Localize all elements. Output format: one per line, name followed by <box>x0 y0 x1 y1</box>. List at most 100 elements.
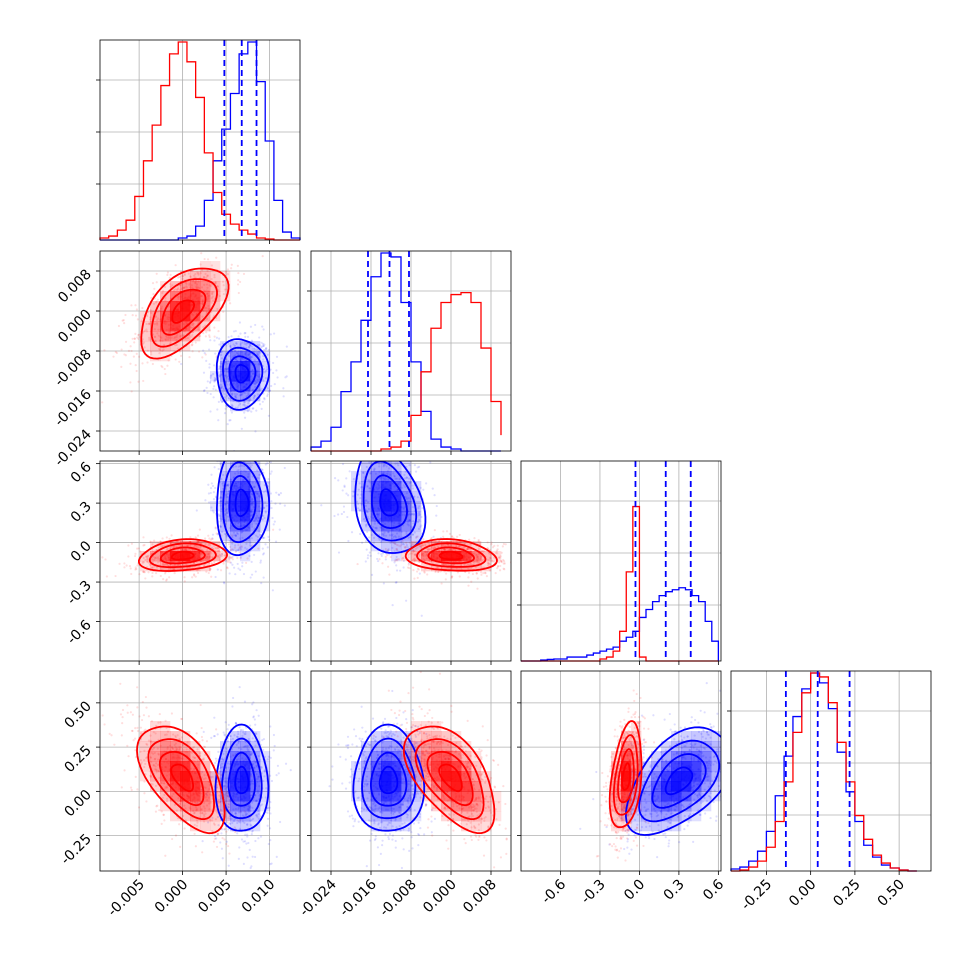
scatter-point <box>154 335 157 339</box>
scatter-point <box>451 535 454 538</box>
scatter-point <box>243 464 246 468</box>
scatter-point <box>225 376 228 379</box>
scatter-point <box>259 758 262 762</box>
scatter-point <box>224 784 227 787</box>
scatter-point <box>469 562 472 566</box>
scatter-point <box>413 495 416 498</box>
scatter-point <box>395 543 399 546</box>
scatter-point <box>203 389 206 392</box>
scatter-point <box>235 342 238 345</box>
scatter-point <box>220 832 223 835</box>
scatter-point <box>269 756 272 759</box>
scatter-point <box>127 555 130 558</box>
scatter-point <box>219 766 222 770</box>
scatter-point <box>166 563 169 566</box>
scatter-point <box>381 562 384 565</box>
scatter-point <box>150 566 154 569</box>
scatter-point <box>412 569 415 572</box>
scatter-point <box>378 558 381 561</box>
scatter-point <box>256 791 260 794</box>
scatter-point <box>416 546 419 549</box>
scatter-point <box>144 558 147 562</box>
scatter-point <box>264 463 267 466</box>
scatter-point <box>403 485 407 489</box>
scatter-point <box>213 364 216 367</box>
scatter-point <box>228 539 231 542</box>
scatter-point <box>394 559 397 562</box>
scatter-point <box>480 549 484 553</box>
scatter-point <box>123 769 126 772</box>
scatter-point <box>115 351 118 355</box>
scatter-point <box>227 490 231 493</box>
scatter-point <box>148 318 152 321</box>
scatter-point <box>269 863 272 866</box>
scatter-point <box>204 543 207 546</box>
scatter-point <box>395 536 398 539</box>
scatter-point <box>342 510 346 514</box>
scatter-point <box>262 553 265 556</box>
scatter-point <box>230 548 234 551</box>
scatter-point <box>144 577 147 580</box>
scatter-point <box>424 544 427 547</box>
scatter-point <box>221 342 224 345</box>
scatter-point <box>410 512 414 516</box>
scatter-point <box>476 577 479 580</box>
scatter-point <box>266 546 269 549</box>
scatter-point <box>448 532 451 536</box>
scatter-point <box>394 558 397 561</box>
scatter-point <box>194 756 197 759</box>
scatter-point <box>211 295 214 298</box>
scatter-point <box>498 556 501 559</box>
scatter-point <box>261 255 264 258</box>
scatter-point <box>240 748 243 751</box>
scatter-point <box>406 566 410 569</box>
scatter-point <box>320 504 323 507</box>
scatter-point <box>134 727 137 730</box>
scatter-point <box>426 573 429 576</box>
scatter-point <box>225 394 229 397</box>
scatter-point <box>233 566 236 569</box>
scatter-point <box>233 546 237 549</box>
scatter-point <box>192 330 195 334</box>
scatter-point <box>196 571 200 575</box>
scatter-point <box>210 546 214 549</box>
scatter-point <box>234 544 237 547</box>
scatter-point <box>267 477 270 481</box>
scatter-point <box>184 337 187 340</box>
scatter-point <box>214 527 217 530</box>
scatter-point <box>136 726 139 730</box>
scatter-point <box>254 430 257 433</box>
scatter-point <box>218 374 221 377</box>
scatter-point <box>250 537 253 540</box>
scatter-point <box>215 759 218 763</box>
scatter-point <box>384 534 388 537</box>
scatter-point <box>262 358 265 361</box>
scatter-point <box>156 317 160 320</box>
scatter-point <box>228 457 230 459</box>
scatter-point <box>250 345 254 348</box>
scatter-point <box>220 387 223 390</box>
scatter-point <box>123 562 126 565</box>
scatter-point <box>237 740 240 743</box>
scatter-point <box>224 270 228 273</box>
scatter-point <box>153 328 157 331</box>
scatter-point <box>246 748 249 751</box>
scatter-point <box>155 724 158 727</box>
scatter-point <box>396 549 399 552</box>
scatter-point <box>204 335 207 338</box>
scatter-point <box>142 570 145 573</box>
scatter-point <box>216 555 219 558</box>
scatter-point <box>243 745 247 748</box>
scatter-point <box>221 758 224 761</box>
scatter-point <box>251 331 254 334</box>
scatter-point <box>204 353 207 356</box>
scatter-point <box>355 500 359 503</box>
scatter-point <box>273 744 276 748</box>
scatter-point <box>209 380 212 383</box>
scatter-point <box>210 736 213 739</box>
scatter-point <box>217 457 219 459</box>
scatter-point <box>228 345 232 348</box>
scatter-point <box>265 347 268 350</box>
scatter-point <box>225 766 228 769</box>
scatter-point <box>143 749 146 752</box>
